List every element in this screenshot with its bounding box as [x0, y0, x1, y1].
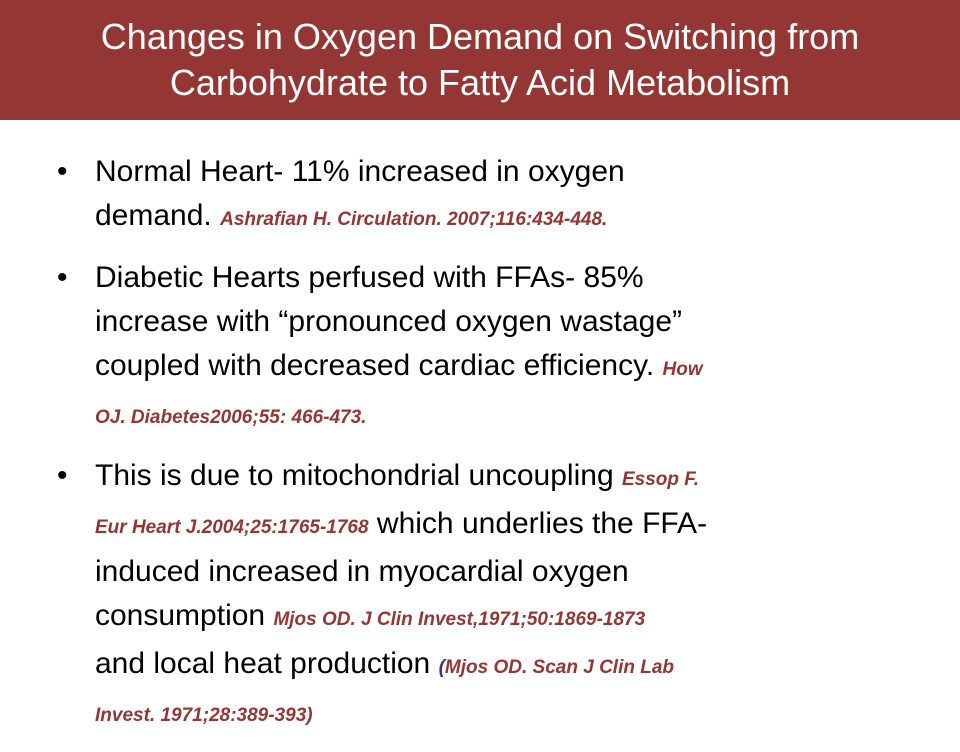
title-bar: Changes in Oxygen Demand on Switching fr… [0, 0, 960, 120]
text-line: Diabetic Hearts perfused with FFAs- 85% [95, 256, 915, 300]
text-line: consumption Mjos OD. J Clin Invest,1971;… [95, 594, 915, 642]
bullet-item-diabetic-hearts: • Diabetic Hearts perfused with FFAs- 85… [55, 256, 915, 440]
citation-text: How [662, 359, 703, 380]
body-text: This is due to mitochondrial uncoupling [95, 459, 622, 492]
bullet-text: Normal Heart- 11% increased in oxygen de… [95, 150, 915, 242]
bullet-item-normal-heart: • Normal Heart- 11% increased in oxygen … [55, 150, 915, 242]
text-line: Normal Heart- 11% increased in oxygen [95, 150, 915, 194]
text-line: This is due to mitochondrial uncoupling … [95, 454, 915, 502]
bullet-item-mitochondrial-uncoupling: • This is due to mitochondrial uncouplin… [55, 454, 915, 738]
citation-text: Essop F. [621, 469, 700, 490]
citation-text: Eur Heart J.2004;25:1765-1768 [95, 517, 369, 538]
bullet-text: This is due to mitochondrial uncoupling … [95, 454, 915, 738]
text-line: and local heat production (Mjos OD. Scan… [95, 642, 915, 690]
text-line: coupled with decreased cardiac efficienc… [95, 344, 915, 392]
citation-period: . [602, 209, 608, 230]
bullet-list: • Normal Heart- 11% increased in oxygen … [55, 150, 915, 752]
text-line: demand. Ashrafian H. Circulation. 2007;1… [95, 194, 915, 242]
bullet-glyph: • [57, 459, 68, 492]
body-text: Diabetic Hearts perfused with FFAs- 85% [95, 261, 644, 294]
open-paren: ( [438, 657, 445, 678]
citation-text: OJ. Diabetes2006;55: 466-473. [95, 407, 367, 428]
text-line: Invest. 1971;28:389-393) [95, 690, 915, 738]
citation-text: Mjos OD. Scan J Clin Lab [444, 657, 675, 678]
citation-text: Mjos OD. J Clin Invest,1971;50:1869-1873 [273, 609, 646, 630]
body-text: induced increased in myocardial oxygen [95, 555, 629, 588]
citation-text: Invest. 1971;28:389-393) [95, 705, 313, 726]
body-text: which underlies the FFA- [368, 507, 708, 540]
citation-text: Ashrafian H. Circulation. 2007;116:434-4… [220, 209, 603, 230]
bullet-glyph: • [57, 155, 68, 188]
text-line: induced increased in myocardial oxygen [95, 550, 915, 594]
text-line: OJ. Diabetes2006;55: 466-473. [95, 392, 915, 440]
bullet-glyph: • [57, 261, 68, 294]
body-text: coupled with decreased cardiac efficienc… [95, 349, 663, 382]
body-text: increase with “pronounced oxygen wastage… [95, 305, 683, 338]
text-line: Eur Heart J.2004;25:1765-1768 which unde… [95, 502, 915, 550]
body-text: consumption [95, 599, 274, 632]
slide-title-line-2: Carbohydrate to Fatty Acid Metabolism [169, 62, 791, 103]
text-line: increase with “pronounced oxygen wastage… [95, 300, 915, 344]
bullet-text: Diabetic Hearts perfused with FFAs- 85% … [95, 256, 915, 440]
body-text: Normal Heart- 11% increased in oxygen [95, 155, 625, 188]
body-text: and local heat production [95, 647, 439, 680]
body-text: demand. [95, 199, 221, 232]
slide-title-line-1: Changes in Oxygen Demand on Switching fr… [100, 16, 860, 57]
